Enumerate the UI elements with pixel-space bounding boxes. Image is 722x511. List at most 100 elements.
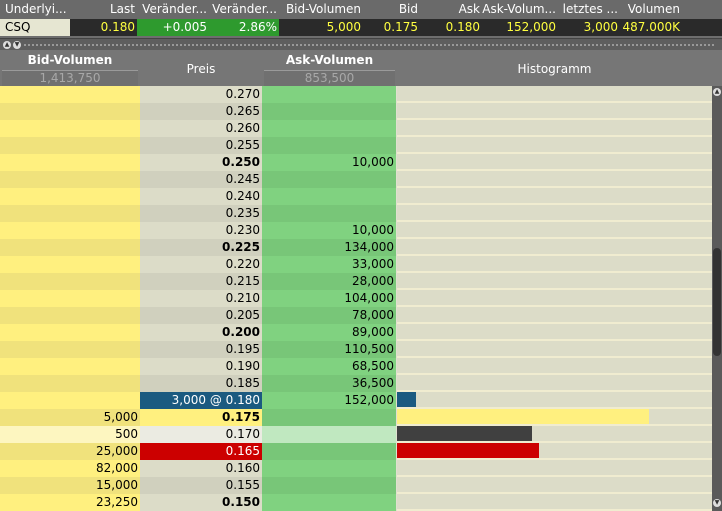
col-underlying[interactable]: Underlyi... [5,2,67,16]
bid-volume-cell[interactable] [0,188,140,205]
ask-volume-cell[interactable] [262,137,397,154]
ask-volume-cell[interactable]: 10,000 [262,154,397,171]
ask-volume-cell[interactable] [262,460,397,477]
book-row[interactable]: 0.240 [0,188,712,205]
ask-volume-cell[interactable] [262,409,397,426]
price-cell[interactable]: 0.165 [140,443,262,460]
ask-volume-cell[interactable]: 36,500 [262,375,397,392]
bid-volume-cell[interactable] [0,86,140,103]
book-row[interactable]: 0.255 [0,137,712,154]
bid-volume-cell[interactable] [0,239,140,256]
price-cell[interactable]: 0.215 [140,273,262,290]
book-row[interactable]: 0.190 68,500 [0,358,712,375]
ask-volume-cell[interactable]: 33,000 [262,256,397,273]
price-cell[interactable]: 0.155 [140,477,262,494]
price-cell[interactable]: 0.255 [140,137,262,154]
col-change-pct[interactable]: Veränder... [212,2,277,16]
book-row[interactable]: 0.210 104,000 [0,290,712,307]
book-row[interactable]: 0.270 [0,86,712,103]
price-cell[interactable]: 0.185 [140,375,262,392]
ask-volume-cell[interactable]: 152,000 [262,392,397,409]
bid-volume-cell[interactable] [0,171,140,188]
ask-volume-cell[interactable] [262,494,397,511]
bid-volume-cell[interactable] [0,222,140,239]
book-row[interactable]: 5,000 0.175 [0,409,712,426]
bid-volume-cell[interactable]: 15,000 [0,477,140,494]
bid-volume-header[interactable]: Bid-Volumen 1,413,750 [0,50,140,86]
price-cell[interactable]: 0.220 [140,256,262,273]
book-row[interactable]: 25,000 0.165 [0,443,712,460]
book-row[interactable]: 0.250 10,000 [0,154,712,171]
quote-row[interactable]: CSQ 0.180 +0.005 2.86% 5,000 0.175 0.180… [0,19,722,36]
bid-volume-cell[interactable] [0,120,140,137]
price-cell[interactable]: 0.260 [140,120,262,137]
price-cell[interactable]: 0.170 [140,426,262,443]
collapse-up-icon[interactable]: ▲ [3,41,11,49]
col-change[interactable]: Veränder... [142,2,207,16]
book-row[interactable]: 500 0.170 [0,426,712,443]
bid-volume-cell[interactable] [0,103,140,120]
scroll-up-icon[interactable]: ▲ [713,88,721,96]
book-row[interactable]: 0.235 [0,205,712,222]
book-row[interactable]: 0.220 33,000 [0,256,712,273]
ask-volume-cell[interactable] [262,205,397,222]
col-bid[interactable]: Bid [398,2,418,16]
col-volume[interactable]: Volumen [627,2,680,16]
ask-volume-cell[interactable]: 104,000 [262,290,397,307]
col-last-trade[interactable]: letztes ... [562,2,618,16]
bid-volume-cell[interactable] [0,290,140,307]
bid-volume-cell[interactable] [0,307,140,324]
bid-volume-cell[interactable] [0,324,140,341]
ask-volume-cell[interactable] [262,171,397,188]
ask-volume-cell[interactable] [262,120,397,137]
book-row[interactable]: 82,000 0.160 [0,460,712,477]
book-row[interactable]: 15,000 0.155 [0,477,712,494]
book-row[interactable]: 3,000 @ 0.180 152,000 [0,392,712,409]
price-header[interactable]: Preis [186,62,216,76]
book-row[interactable]: 0.195 110,500 [0,341,712,358]
price-cell[interactable]: 0.200 [140,324,262,341]
price-cell[interactable]: 0.160 [140,460,262,477]
col-ask-volume[interactable]: Ask-Volum... [482,2,556,16]
price-cell[interactable]: 0.210 [140,290,262,307]
price-cell[interactable]: 0.225 [140,239,262,256]
ask-volume-cell[interactable] [262,103,397,120]
ask-volume-cell[interactable]: 110,500 [262,341,397,358]
bid-volume-cell[interactable]: 82,000 [0,460,140,477]
price-cell[interactable]: 0.150 [140,494,262,511]
ask-volume-cell[interactable] [262,443,397,460]
book-row[interactable]: 0.225 134,000 [0,239,712,256]
price-cell[interactable]: 0.265 [140,103,262,120]
book-row[interactable]: 0.260 [0,120,712,137]
book-row[interactable]: 23,250 0.150 [0,494,712,511]
book-row[interactable]: 0.205 78,000 [0,307,712,324]
ask-volume-header[interactable]: Ask-Volumen 853,500 [262,50,397,86]
book-row[interactable]: 0.265 [0,103,712,120]
bid-volume-cell[interactable] [0,358,140,375]
book-row[interactable]: 0.185 36,500 [0,375,712,392]
splitter-grip[interactable] [24,44,714,46]
ask-volume-cell[interactable]: 68,500 [262,358,397,375]
ask-volume-cell[interactable]: 78,000 [262,307,397,324]
bid-volume-cell[interactable]: 25,000 [0,443,140,460]
bid-volume-cell[interactable] [0,392,140,409]
ask-volume-cell[interactable]: 10,000 [262,222,397,239]
price-cell[interactable]: 0.245 [140,171,262,188]
ask-volume-cell[interactable] [262,188,397,205]
price-cell[interactable]: 0.195 [140,341,262,358]
price-cell[interactable]: 0.230 [140,222,262,239]
ask-volume-cell[interactable]: 28,000 [262,273,397,290]
ask-volume-cell[interactable] [262,477,397,494]
vertical-scrollbar[interactable]: ▲ ▼ [712,86,722,511]
col-ask[interactable]: Ask [458,2,480,16]
bid-volume-cell[interactable] [0,341,140,358]
ask-volume-cell[interactable] [262,86,397,103]
bid-volume-cell[interactable] [0,256,140,273]
book-row[interactable]: 0.200 89,000 [0,324,712,341]
bid-volume-cell[interactable] [0,154,140,171]
ask-volume-cell[interactable]: 89,000 [262,324,397,341]
col-bid-volume[interactable]: Bid-Volumen [285,2,361,16]
price-cell[interactable]: 0.175 [140,409,262,426]
bid-volume-cell[interactable]: 500 [0,426,140,443]
book-row[interactable]: 0.215 28,000 [0,273,712,290]
